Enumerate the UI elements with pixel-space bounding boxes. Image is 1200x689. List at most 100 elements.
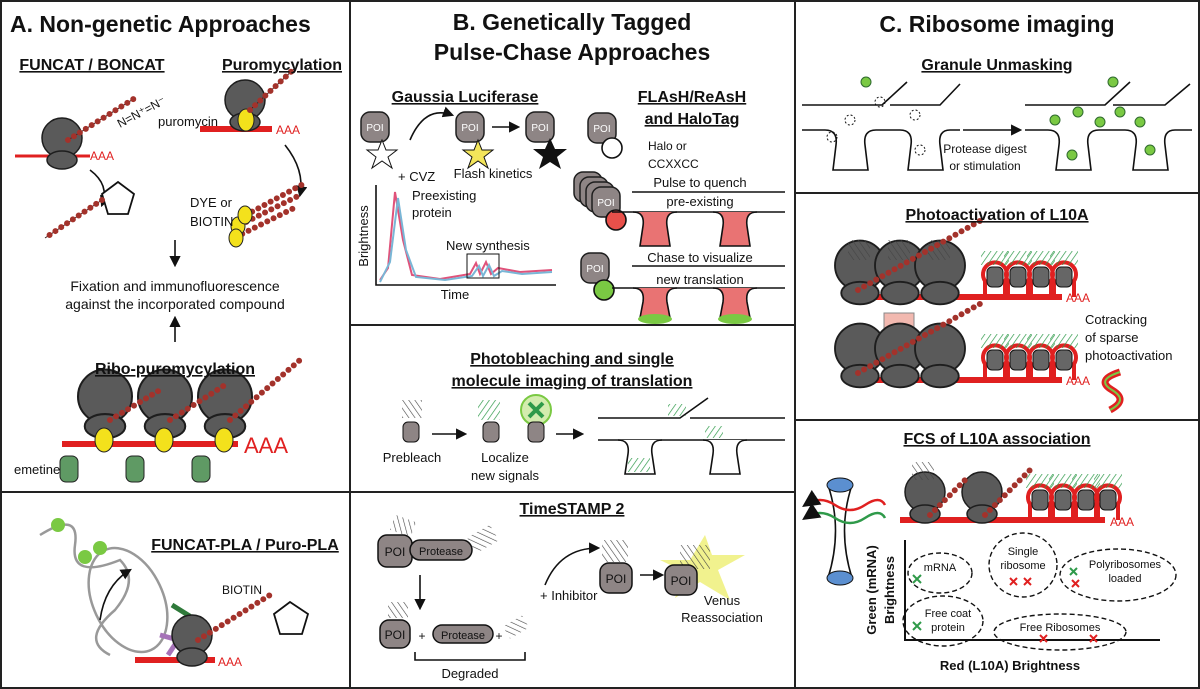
fcs-illustration-g-path [1071, 579, 1080, 588]
section-heading: molecule imaging of translation [452, 373, 693, 390]
label: New synthesis [446, 238, 530, 253]
timestamp-illustration-rect [388, 602, 408, 618]
flash-illustration-g [632, 287, 678, 324]
poly-a-tail: AAA [244, 433, 288, 458]
granule-illustration-g-circle [1066, 149, 1078, 161]
photobleaching-illustration [402, 394, 785, 475]
flash-illustration-g-path [712, 211, 758, 247]
timestamp-illustration-path [414, 652, 526, 661]
photobleaching-illustration-rect [668, 404, 686, 416]
timestamp-illustration-rect [664, 564, 698, 596]
section-heading: FUNCAT-PLA / Puro-PLA [151, 537, 339, 554]
gaussia-illustration-path [379, 191, 553, 281]
photoactivation-illustration-g-use [914, 322, 966, 389]
pla-illustration-path [195, 592, 273, 643]
fcs-illustration-g [912, 567, 1098, 643]
label: emetine [14, 462, 60, 477]
label: against the incorporated compound [65, 296, 284, 312]
granule-illustration-g-circle [1049, 114, 1061, 126]
poly-a-tail: AAA [90, 149, 114, 163]
label: loaded [1108, 573, 1141, 585]
label: or stimulation [949, 159, 1020, 173]
section-heading: FLAsH/ReAsH [638, 89, 746, 106]
label: Prebleach [383, 450, 442, 465]
fcs-illustration-path [802, 489, 887, 512]
fcs-illustration-g [902, 532, 1177, 651]
section-heading: Gaussia Luciferase [392, 89, 539, 106]
label: Venus [704, 593, 741, 608]
label: of sparse [1085, 330, 1138, 345]
flash-illustration [573, 112, 785, 324]
label: Halo or [648, 139, 687, 153]
section-heading: FUNCAT / BONCAT [19, 57, 164, 74]
label: Single [1008, 546, 1039, 558]
section-heading: Granule Unmasking [921, 57, 1072, 74]
photoactivation-illustration-rect [928, 240, 950, 260]
funcat-illustration-path [42, 197, 105, 241]
poi-label: POI [531, 123, 548, 134]
ribo-puromycylation-illustration-ellipse [154, 427, 174, 453]
fcs-illustration-g-ellipse [993, 613, 1127, 651]
label: + Inhibitor [540, 588, 598, 603]
granule-illustration-g-circle [874, 96, 886, 108]
fcs-illustration-g-path [1009, 577, 1018, 586]
label: Time [441, 287, 469, 302]
label: Brightness [356, 205, 371, 267]
pla-illustration-circle [51, 518, 65, 532]
gaussia-illustration-polygon [365, 138, 399, 170]
photobleaching-illustration-rect [705, 426, 723, 438]
granule-illustration-g-circle [914, 144, 926, 156]
label: mRNA [924, 562, 957, 574]
photoactivation-illustration-path [855, 298, 988, 376]
label: Cotracking [1085, 312, 1147, 327]
photobleaching-illustration-use [702, 439, 748, 475]
photobleaching-illustration-path [598, 397, 785, 419]
poi-label: POI [385, 628, 406, 642]
poi-label: POI [366, 123, 383, 134]
fcs-illustration-path [827, 484, 853, 579]
flash-illustration-g-ellipse [638, 314, 672, 324]
poi-label: POI [597, 198, 614, 209]
label: Polyribosomes [1089, 559, 1162, 571]
granule-illustration-g-circle [1114, 106, 1126, 118]
photobleaching-illustration-rect [628, 458, 650, 472]
label: Protease [419, 546, 463, 558]
funcat-illustration-use [41, 117, 83, 170]
poi-label: POI [593, 124, 610, 135]
granule-illustration-g-circle [1144, 144, 1156, 156]
flash-illustration-circle [605, 209, 627, 231]
flash-illustration-g-path [632, 287, 678, 319]
granule-illustration-g-circle [826, 131, 838, 143]
fcs-illustration [802, 462, 1177, 651]
label: + [418, 629, 425, 643]
photoactivation-illustration-g [914, 322, 966, 389]
flash-illustration-g-ellipse [718, 314, 752, 324]
label: Protease [441, 630, 485, 642]
label: Fixation and immunofluorescence [70, 278, 280, 294]
funcat-illustration-path [65, 95, 138, 143]
fcs-illustration-g-path [912, 574, 922, 631]
label: Red (L10A) Brightness [940, 658, 1080, 673]
gaussia-illustration-path [409, 106, 455, 141]
granule-illustration-g-circle [1134, 116, 1146, 128]
section-heading: Photoactivation of L10A [905, 207, 1089, 224]
flash-illustration-g [712, 287, 758, 324]
label: BIOTIN [190, 214, 233, 229]
label: Pulse to quench [653, 175, 746, 190]
label: Brightness [882, 556, 897, 624]
section-heading: FCS of L10A association [904, 431, 1091, 448]
label: + CVZ [398, 169, 435, 184]
ribo-puromycylation-illustration-rect [59, 455, 79, 483]
poi-label: POI [606, 572, 627, 586]
timestamp-illustration-rect [502, 615, 530, 639]
granule-illustration-g-circle [1107, 76, 1119, 88]
label: DYE or [190, 195, 233, 210]
timestamp-illustration-rect [389, 514, 417, 538]
photoactivation-illustration-rect [848, 240, 870, 260]
flash-illustration-g [632, 211, 678, 247]
label: protein [412, 205, 452, 220]
gaussia-illustration-polygon [461, 138, 495, 170]
